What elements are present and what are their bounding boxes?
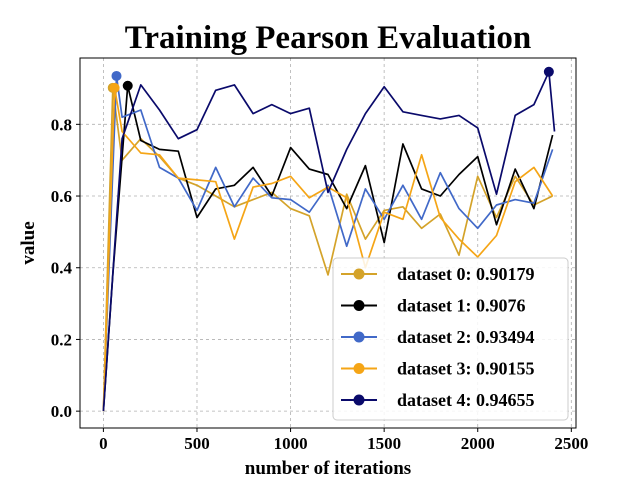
legend-marker-dataset-1 xyxy=(353,300,365,311)
x-tick-label: 1500 xyxy=(367,434,401,453)
x-tick-label: 1000 xyxy=(274,434,308,453)
x-axis-label: number of iterations xyxy=(245,458,411,479)
legend-label-dataset-3: dataset 3: 0.90155 xyxy=(397,359,535,379)
y-axis-label: value xyxy=(18,221,39,264)
axis-ticks: 0 500 1000 1500 2000 2500 0.0 0.2 0.4 0.6 0.8 xyxy=(51,115,589,453)
legend-label-dataset-4: dataset 4: 0.94655 xyxy=(397,390,535,410)
best-point-dataset-4 xyxy=(543,66,554,77)
legend-label-dataset-2: dataset 2: 0.93494 xyxy=(397,327,535,347)
legend-marker-dataset-2 xyxy=(353,331,365,343)
series-line-dataset-3 xyxy=(102,87,554,412)
legend-label-dataset-1: dataset 1: 0.9076 xyxy=(397,296,526,316)
x-tick-label: 0 xyxy=(99,434,108,453)
y-tick-label: 0.0 xyxy=(51,402,72,421)
x-tick-label: 2000 xyxy=(461,434,495,453)
y-tick-label: 0.8 xyxy=(51,115,72,134)
legend-marker-dataset-3 xyxy=(353,363,365,374)
chart-title: Training Pearson Evaluation xyxy=(125,20,531,56)
series-line-dataset-0 xyxy=(102,87,553,412)
y-tick-label: 0.4 xyxy=(51,259,73,278)
best-point-dataset-1 xyxy=(122,80,133,91)
x-tick-label: 500 xyxy=(184,434,210,453)
plot-frame xyxy=(79,57,577,429)
legend-box xyxy=(332,257,569,421)
best-point-dataset-3 xyxy=(109,82,120,93)
best-point-dataset-2 xyxy=(111,70,122,81)
series-line-dataset-4 xyxy=(102,70,556,412)
series-line-dataset-1 xyxy=(102,84,554,412)
y-tick-label: 0.2 xyxy=(51,330,72,349)
y-tick-label: 0.6 xyxy=(51,187,72,206)
legend-label-dataset-0: dataset 0: 0.90179 xyxy=(397,264,535,284)
legend: dataset 0: 0.90179 dataset 1: 0.9076 datas… xyxy=(332,257,569,421)
plot-series xyxy=(102,66,556,412)
legend-marker-dataset-4 xyxy=(353,394,365,406)
series-line-dataset-2 xyxy=(102,75,554,412)
legend-marker-dataset-0 xyxy=(353,268,365,280)
x-tick-label: 2500 xyxy=(554,434,588,453)
